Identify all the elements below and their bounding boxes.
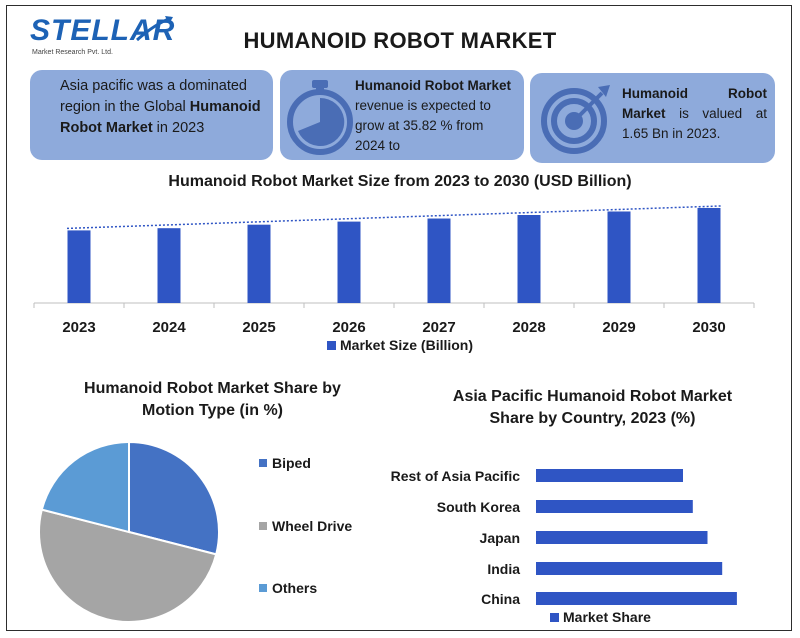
card2-text: Humanoid Robot Market revenue is expecte… (355, 76, 515, 156)
bar-2030 (697, 207, 721, 303)
country-chart-title: Asia Pacific Humanoid Robot Market Share… (452, 388, 733, 427)
pie-legend-swatch (259, 522, 267, 530)
trendline (66, 205, 722, 230)
bar-chart-legend: Market Size (Billion) (327, 337, 473, 353)
target-icon (541, 85, 610, 154)
pie-legend-label: Biped (272, 455, 311, 471)
x-tick-label: 2026 (332, 319, 365, 336)
insight-card-region: Asia pacific was a dominated region in t… (30, 70, 273, 160)
bar-2026 (337, 221, 361, 303)
hbar-south-korea (536, 500, 693, 513)
country-share-bar-chart: Rest of Asia Pacific South Korea Japan Indi… (391, 468, 737, 625)
pie-chart-title: Humanoid Robot Market Share by Motion Ty… (84, 380, 341, 419)
bar-2024 (157, 228, 181, 303)
pie-slice-others (40, 440, 130, 534)
pie-legend-label: Wheel Drive (272, 518, 352, 534)
x-tick-label: 2028 (512, 319, 545, 336)
card2-text-post: revenue is expected to grow at 35.82 % f… (355, 98, 491, 153)
card3-text: Humanoid Robot Market is valued at 1.65 … (622, 84, 767, 144)
legend-swatch (550, 613, 559, 622)
stellar-logo: STELLAR Market Research Pvt. Ltd. (30, 14, 174, 62)
pie-legend-swatch (259, 459, 267, 467)
x-tick-label: 2025 (242, 319, 275, 336)
hbar-japan (536, 531, 708, 544)
card3-text-bold: Humanoid Robot Market (622, 86, 767, 121)
logo-subtext: Market Research Pvt. Ltd. (32, 49, 113, 56)
x-tick-label: 2029 (602, 319, 635, 336)
bar-2025 (247, 224, 271, 303)
y-tick-label: India (487, 561, 520, 577)
y-tick-label: Japan (480, 530, 520, 546)
hbar-legend: Market Share (550, 609, 651, 625)
bar-2023 (67, 230, 91, 303)
x-tick-label: 2030 (692, 319, 725, 336)
market-size-bar-chart: 2023 2024 2025 2026 2027 2028 2029 2030 Market S… (33, 205, 755, 353)
hbar-india (536, 562, 723, 575)
y-tick-label: South Korea (437, 499, 520, 515)
bar-2028 (517, 215, 541, 303)
bar-2027 (427, 218, 451, 303)
card1-text-post: in 2023 (152, 120, 205, 136)
stopwatch-icon (287, 80, 353, 155)
pie-slice-biped (128, 440, 220, 556)
legend-swatch (327, 341, 336, 350)
page-title: HUMANOID ROBOT MARKET (243, 28, 557, 53)
card3-text-post: is valued at 1.65 Bn in 2023. (622, 106, 767, 141)
y-tick-label: China (481, 591, 520, 607)
card1-text-bold: Humanoid Robot Market (60, 99, 261, 136)
x-tick-label: 2024 (152, 319, 186, 336)
x-tick-label: 2023 (62, 319, 95, 336)
hbar-rest-of-asia-pacific (536, 469, 683, 482)
motion-type-pie-chart: Biped Wheel Drive Others (38, 440, 352, 623)
bar-2029 (607, 211, 631, 303)
logo-arrow-icon (136, 16, 173, 42)
pie-legend-swatch (259, 584, 267, 592)
y-tick-label: Rest of Asia Pacific (391, 468, 521, 484)
card1-text-pre: Asia pacific was a dominated region in t… (60, 78, 247, 115)
infographic-frame (6, 5, 792, 631)
insight-card-value: Humanoid Robot Market is valued at 1.65 … (530, 73, 775, 163)
pie-slice-wheel-drive (38, 508, 218, 623)
hbar-china (536, 592, 737, 605)
insight-card-growth: Humanoid Robot Market revenue is expecte… (280, 70, 524, 160)
legend-label: Market Size (Billion) (340, 337, 473, 353)
bar-chart-title: Humanoid Robot Market Size from 2023 to … (168, 173, 632, 190)
x-tick-label: 2027 (422, 319, 455, 336)
pie-legend-label: Others (272, 580, 317, 596)
legend-label: Market Share (563, 609, 651, 625)
card2-text-bold: Humanoid Robot Market (355, 78, 512, 93)
